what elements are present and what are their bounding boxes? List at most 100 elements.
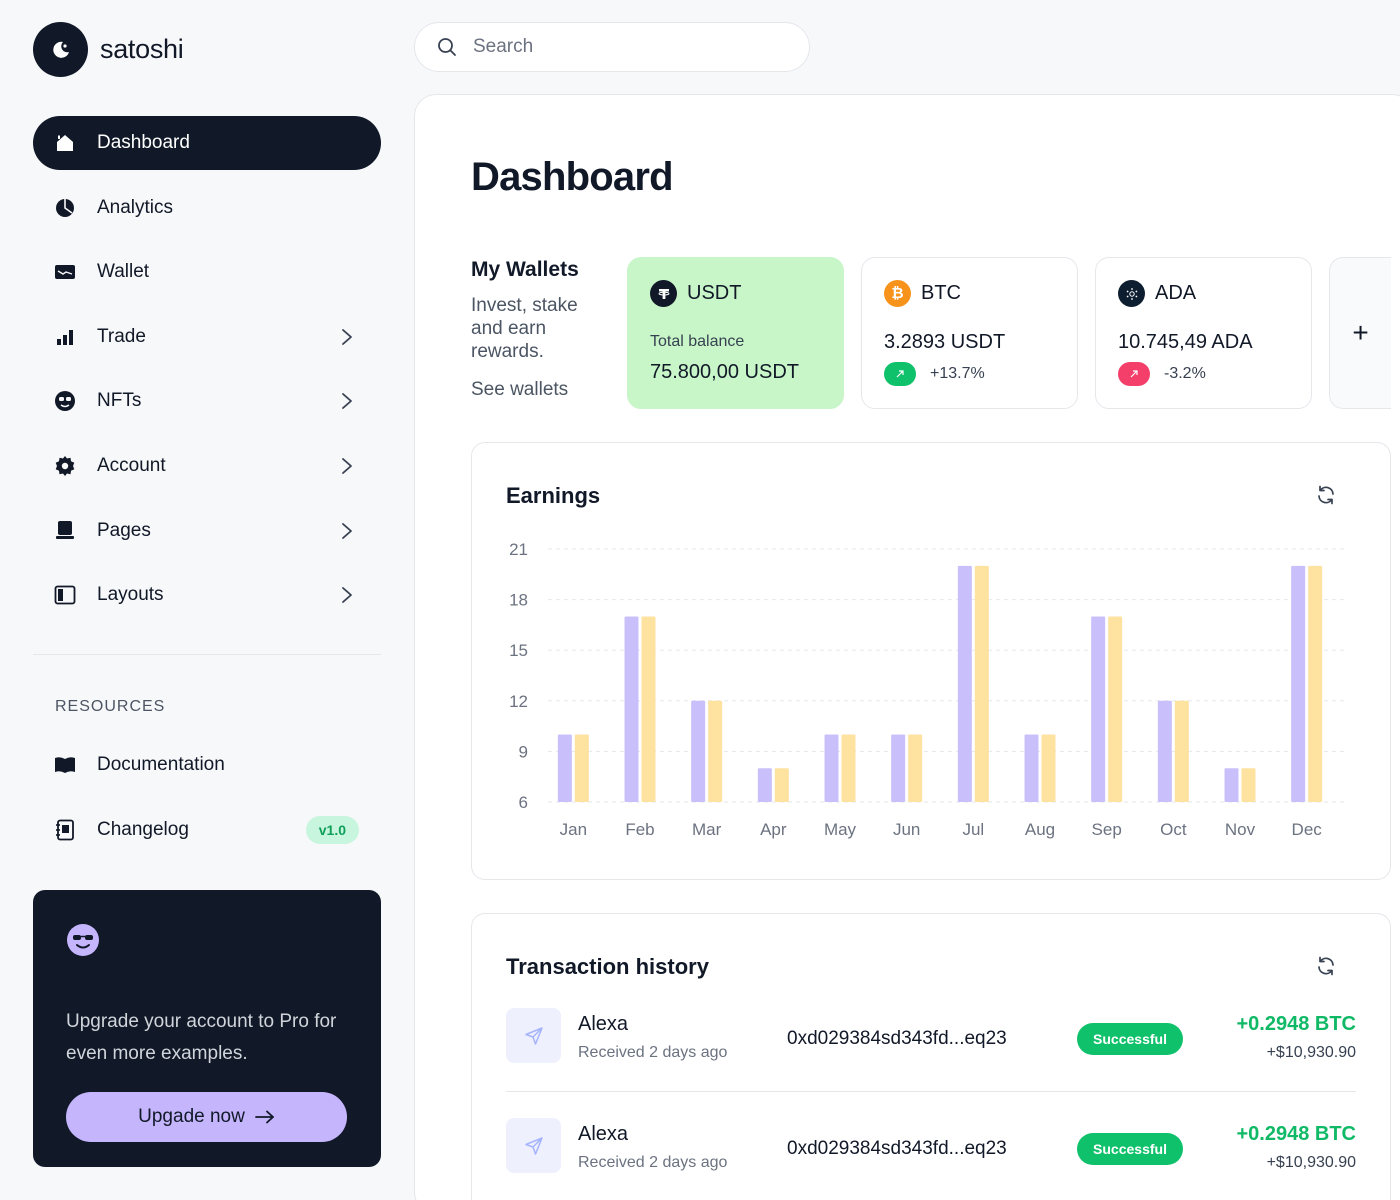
earnings-bar xyxy=(891,734,906,802)
gear-icon xyxy=(53,454,77,478)
x-tick-label: May xyxy=(824,820,857,839)
earnings-bar xyxy=(1224,768,1239,802)
transaction-hash[interactable]: 0xd029384sd343fd...eq23 xyxy=(787,1138,1007,1159)
wallet-icon xyxy=(53,260,77,284)
earnings-card: Earnings 21 18 15 12 9 6 Jan Feb Mar Apr May Jun Jul… xyxy=(471,442,1391,880)
add-wallet-button[interactable]: + xyxy=(1329,257,1391,409)
y-tick-label: 21 xyxy=(509,540,528,559)
sidebar-item-label: Trade xyxy=(97,325,146,347)
sidebar-item-account[interactable]: Account xyxy=(33,439,381,493)
wallets-title: My Wallets xyxy=(471,258,579,281)
earnings-bar xyxy=(1108,616,1123,802)
search-bar[interactable] xyxy=(414,22,810,72)
sidebar-item-label: Layouts xyxy=(97,584,164,606)
transaction-hash[interactable]: 0xd029384sd343fd...eq23 xyxy=(787,1028,1007,1049)
sidebar-item-wallet[interactable]: Wallet xyxy=(33,245,381,299)
sidebar-item-analytics[interactable]: Analytics xyxy=(33,181,381,235)
wallets-description: Invest, stake and earn rewards. xyxy=(471,295,578,362)
brand[interactable]: satoshi xyxy=(33,22,184,77)
x-tick-label: Feb xyxy=(625,820,654,839)
sidebar-nav: Dashboard Analytics Wallet Trade NFTs Account… xyxy=(33,116,381,633)
sidebar-item-label: Pages xyxy=(97,519,151,541)
sidebar-item-label: Wallet xyxy=(97,261,150,283)
sidebar-item-documentation[interactable]: Documentation xyxy=(33,738,381,792)
earnings-bar xyxy=(1041,734,1056,802)
sidebar-item-nfts[interactable]: NFTs xyxy=(33,374,381,428)
transaction-row[interactable]: Alexa Received 2 days ago 0xd029384sd343… xyxy=(506,1008,1356,1092)
brand-logo-icon xyxy=(33,22,88,77)
chevron-right-icon xyxy=(337,585,357,605)
earnings-bar xyxy=(574,734,589,802)
x-tick-label: Aug xyxy=(1025,820,1055,839)
earnings-bar xyxy=(1091,616,1106,802)
x-tick-label: Nov xyxy=(1225,820,1256,839)
transaction-row[interactable]: Alexa Received 2 days ago 0xd029384sd343… xyxy=(506,1118,1356,1176)
refresh-icon[interactable] xyxy=(1314,954,1338,978)
earnings-bar xyxy=(957,565,972,802)
bar-chart-icon xyxy=(53,325,77,349)
wallet-total-label: Total balance xyxy=(650,333,745,350)
upgrade-promo-card: Upgrade your account to Pro for even mor… xyxy=(33,890,381,1167)
transaction-amount: +0.2948 BTC xyxy=(1236,1123,1356,1145)
resources-title: RESOURCES xyxy=(55,698,166,715)
earnings-bar xyxy=(641,616,656,802)
smiley-icon xyxy=(53,389,77,413)
upgrade-button-label: Upgade now xyxy=(138,1106,245,1127)
layout-icon xyxy=(53,583,77,607)
sidebar-item-layouts[interactable]: Layouts xyxy=(33,568,381,622)
status-badge: Successful xyxy=(1077,1023,1183,1055)
transaction-amount: +0.2948 BTC xyxy=(1236,1013,1356,1035)
send-icon xyxy=(506,1118,561,1173)
x-tick-label: Jan xyxy=(560,820,587,839)
sidebar-item-changelog[interactable]: Changelog v1.0 xyxy=(33,803,381,857)
sidebar-item-label: Documentation xyxy=(97,754,225,775)
wallet-card-usdt[interactable]: USDT Total balance 75.800,00 USDT xyxy=(627,257,844,409)
sidebar-item-label: Dashboard xyxy=(97,132,190,153)
wallet-card-ada[interactable]: ADA 10.745,49 ADA -3.2% xyxy=(1095,257,1312,409)
earnings-bar xyxy=(708,700,723,802)
search-input[interactable] xyxy=(473,36,773,58)
wallet-total-balance: 75.800,00 USDT xyxy=(650,361,799,383)
x-tick-label: Mar xyxy=(692,820,722,839)
ada-coin-icon xyxy=(1118,280,1145,307)
upgrade-button[interactable]: Upgade now xyxy=(66,1092,347,1142)
sidebar-divider xyxy=(33,654,381,655)
wallet-amount: 3.2893 USDT xyxy=(884,331,1006,353)
transaction-usd: +$10,930.90 xyxy=(1266,1154,1356,1171)
chevron-right-icon xyxy=(337,391,357,411)
sidebar-item-pages[interactable]: Pages xyxy=(33,504,381,558)
promo-text: Upgrade your account to Pro for even mor… xyxy=(66,1011,337,1064)
y-tick-label: 6 xyxy=(519,793,528,812)
sidebar-item-dashboard[interactable]: Dashboard xyxy=(33,116,381,170)
cool-smiley-icon xyxy=(67,924,99,956)
usdt-coin-icon xyxy=(650,280,677,307)
sidebar-item-label: Analytics xyxy=(97,196,174,218)
wallet-card-btc[interactable]: ₿ BTC 3.2893 USDT +13.7% xyxy=(861,257,1078,409)
y-tick-label: 12 xyxy=(509,692,528,711)
x-tick-label: Jun xyxy=(893,820,920,839)
brand-name: satoshi xyxy=(100,34,184,64)
wallet-change: +13.7% xyxy=(930,365,985,382)
home-icon xyxy=(53,131,77,155)
status-badge: Successful xyxy=(1077,1133,1183,1165)
sidebar-item-trade[interactable]: Trade xyxy=(33,310,381,364)
wallet-coin-name: ADA xyxy=(1155,282,1197,304)
refresh-icon[interactable] xyxy=(1314,483,1338,507)
earnings-bar xyxy=(691,700,706,802)
wallet-change: -3.2% xyxy=(1164,365,1206,382)
x-tick-label: Jul xyxy=(962,820,984,839)
earnings-bar xyxy=(1291,565,1306,802)
see-wallets-link[interactable]: See wallets xyxy=(471,379,569,400)
send-icon xyxy=(506,1008,561,1063)
trend-up-icon xyxy=(884,362,916,386)
transaction-time: Received 2 days ago xyxy=(578,1044,728,1061)
earnings-bar xyxy=(974,565,989,802)
earnings-title: Earnings xyxy=(506,483,601,508)
earnings-bar xyxy=(824,734,839,802)
sidebar-item-label: Account xyxy=(97,454,166,476)
pie-chart-icon xyxy=(53,196,77,220)
plus-icon: + xyxy=(1352,317,1369,348)
book-icon xyxy=(53,753,77,777)
version-badge: v1.0 xyxy=(305,816,359,844)
sidebar-item-label: NFTs xyxy=(97,390,142,412)
